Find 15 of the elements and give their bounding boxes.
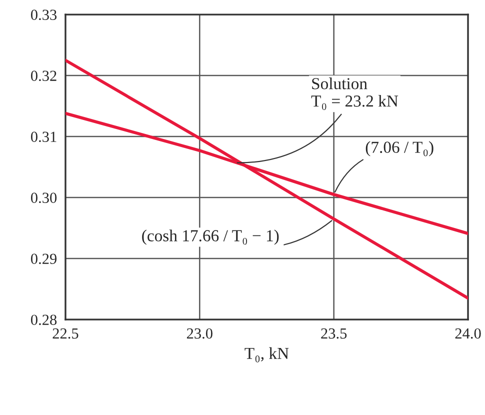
x-tick-label: 23.5 — [321, 328, 347, 339]
line-series — [65, 58, 468, 300]
y-tick-label: 0.33 — [30, 10, 57, 20]
y-tick-label: 0.31 — [30, 132, 56, 142]
text: (cosh 17.66 / T₀ − 1) — [142, 230, 279, 245]
text: (7.06 / T₀) — [366, 141, 434, 156]
y-tick-label: 0.30 — [30, 192, 57, 204]
x-axis-title: T₀, kN — [244, 347, 289, 362]
y-tick-label: 0.32 — [30, 70, 56, 82]
annotation: Solution T₀ = 23.2 kN — [311, 78, 398, 110]
x-tick-label: 22.5 — [52, 328, 78, 339]
y-tick-label: 0.29 — [30, 254, 57, 264]
x-tick-label: 24.0 — [455, 328, 481, 339]
y-tick-label: 0.28 — [30, 314, 57, 326]
x-tick-label: 23.0 — [186, 328, 212, 339]
